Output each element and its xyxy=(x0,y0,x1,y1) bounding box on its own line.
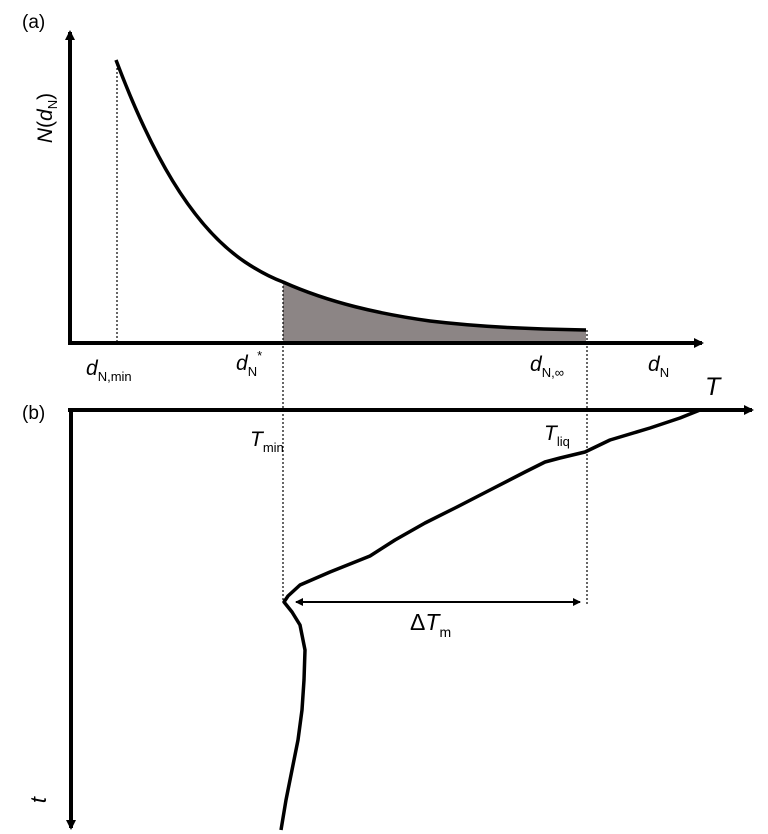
y-axis-label-a: N(dN) xyxy=(34,93,60,143)
delta-tm-label: ΔTm xyxy=(410,609,451,640)
x-axis-label-b: T xyxy=(705,373,722,401)
tliq-label: Tliq xyxy=(544,422,570,449)
svg-text:t: t xyxy=(26,796,51,803)
y-axis-label-b: t xyxy=(26,796,51,803)
x-axis-label-a: dN xyxy=(648,353,669,380)
tick-label-dmin: dN,min xyxy=(86,357,132,384)
svg-text:N(dN): N(dN) xyxy=(34,93,60,143)
panel-b-tag: (b) xyxy=(22,403,45,424)
panel-a-tag: (a) xyxy=(22,12,45,33)
tick-label-dstar: dN* xyxy=(236,348,262,379)
distribution-curve xyxy=(114,59,587,332)
tmin-label: Tmin xyxy=(250,428,284,455)
cooling-curve xyxy=(279,408,701,831)
shaded-area xyxy=(283,282,586,343)
tick-label-dinf: dN,∞ xyxy=(530,353,564,380)
